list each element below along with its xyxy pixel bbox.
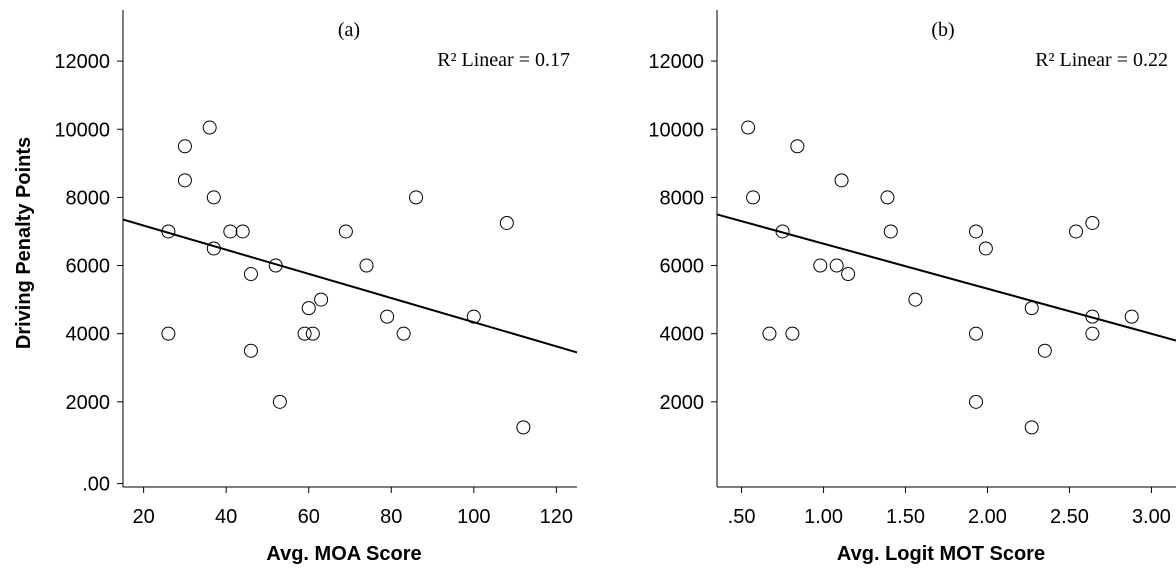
data-point-b: [883, 224, 898, 239]
data-point-b: [969, 394, 984, 409]
data-point-a: [268, 258, 283, 273]
x-axis-title-a: Avg. MOA Score: [266, 543, 421, 565]
data-point-a: [409, 190, 424, 205]
data-point-b: [1069, 224, 1084, 239]
x-tick-label-b: 1.00: [804, 506, 843, 528]
data-point-b: [1085, 326, 1100, 341]
x-tick-label-b: 1.50: [886, 506, 925, 528]
y-tick-label-a: 8000: [66, 187, 111, 209]
data-point-b: [969, 326, 984, 341]
y-tick-label-a: .00: [82, 474, 110, 496]
data-point-b: [880, 190, 895, 205]
x-tick-label-b: 2.00: [968, 506, 1007, 528]
y-tick-label-b: 6000: [660, 256, 705, 278]
data-point-a: [223, 224, 238, 239]
data-point-a: [235, 224, 250, 239]
data-point-a: [161, 326, 176, 341]
data-point-a: [272, 394, 287, 409]
data-point-a: [177, 139, 192, 154]
x-tick-label-a: 100: [457, 506, 490, 528]
data-point-a: [243, 343, 258, 358]
y-axis-title: Driving Penalty Points: [13, 137, 35, 349]
data-point-b: [1085, 309, 1100, 324]
x-tick-label-a: 120: [540, 506, 573, 528]
data-point-b: [790, 139, 805, 154]
data-point-a: [516, 420, 531, 435]
data-point-a: [161, 224, 176, 239]
r-squared-label-b: R² Linear = 0.22: [1035, 49, 1168, 71]
data-point-a: [177, 173, 192, 188]
data-point-a: [305, 326, 320, 341]
data-point-b: [785, 326, 800, 341]
x-tick-label-b: 2.50: [1050, 506, 1089, 528]
x-tick-label-b: 3.00: [1132, 506, 1171, 528]
data-point-b: [969, 224, 984, 239]
data-point-b: [834, 173, 849, 188]
panel-a: .00 2000 4000 6000 8000 10000 12000 20 40 60 80 100…: [54, 10, 578, 565]
x-tick-label-a: 60: [298, 506, 320, 528]
data-point-b: [978, 241, 993, 256]
data-point-b: [1037, 343, 1052, 358]
data-point-b: [1085, 215, 1100, 230]
data-point-b: [741, 120, 756, 135]
y-tick-label-b: 8000: [660, 187, 705, 209]
data-point-a: [380, 309, 395, 324]
data-point-b: [829, 258, 844, 273]
data-point-b: [813, 258, 828, 273]
y-tick-label-b: 10000: [648, 119, 704, 141]
data-point-b: [1024, 420, 1039, 435]
y-tick-label-a: 10000: [54, 119, 110, 141]
panel-label-a: (a): [338, 19, 360, 41]
data-point-a: [206, 190, 221, 205]
data-point-b: [908, 292, 923, 307]
data-point-a: [206, 241, 221, 256]
x-tick-label-a: 80: [380, 506, 402, 528]
x-axis-title-b: Avg. Logit MOT Score: [837, 543, 1045, 565]
data-point-b: [841, 267, 856, 282]
x-tick-label-a: 20: [133, 506, 155, 528]
data-point-a: [202, 120, 217, 135]
data-point-b: [762, 326, 777, 341]
fit-line-a: [122, 218, 578, 354]
data-point-a: [243, 267, 258, 282]
panel-b: 2000 4000 6000 8000 10000 12000 .50 1.00 1.50 2.0…: [648, 10, 1176, 565]
data-point-a: [396, 326, 411, 341]
y-tick-label-a: 2000: [66, 392, 111, 414]
y-tick-label-b: 12000: [648, 51, 704, 73]
r-squared-label-a: R² Linear = 0.17: [437, 49, 570, 71]
x-tick-label-a: 40: [215, 506, 237, 528]
y-tick-label-b: 2000: [660, 392, 705, 414]
data-point-a: [466, 309, 481, 324]
data-point-a: [499, 215, 514, 230]
data-point-a: [297, 326, 312, 341]
data-point-b: [1024, 301, 1039, 316]
data-point-b: [746, 190, 761, 205]
y-tick-label-a: 12000: [54, 51, 110, 73]
y-tick-label-b: 4000: [660, 324, 705, 346]
x-tick-label-b: .50: [728, 506, 756, 528]
data-point-b: [1124, 309, 1139, 324]
data-point-a: [338, 224, 353, 239]
data-point-a: [301, 301, 316, 316]
y-tick-label-a: 6000: [66, 256, 111, 278]
data-point-a: [314, 292, 329, 307]
data-point-a: [359, 258, 374, 273]
fit-line-b: [716, 213, 1176, 342]
y-tick-label-a: 4000: [66, 324, 111, 346]
data-point-b: [775, 224, 790, 239]
panel-label-b: (b): [931, 19, 954, 41]
